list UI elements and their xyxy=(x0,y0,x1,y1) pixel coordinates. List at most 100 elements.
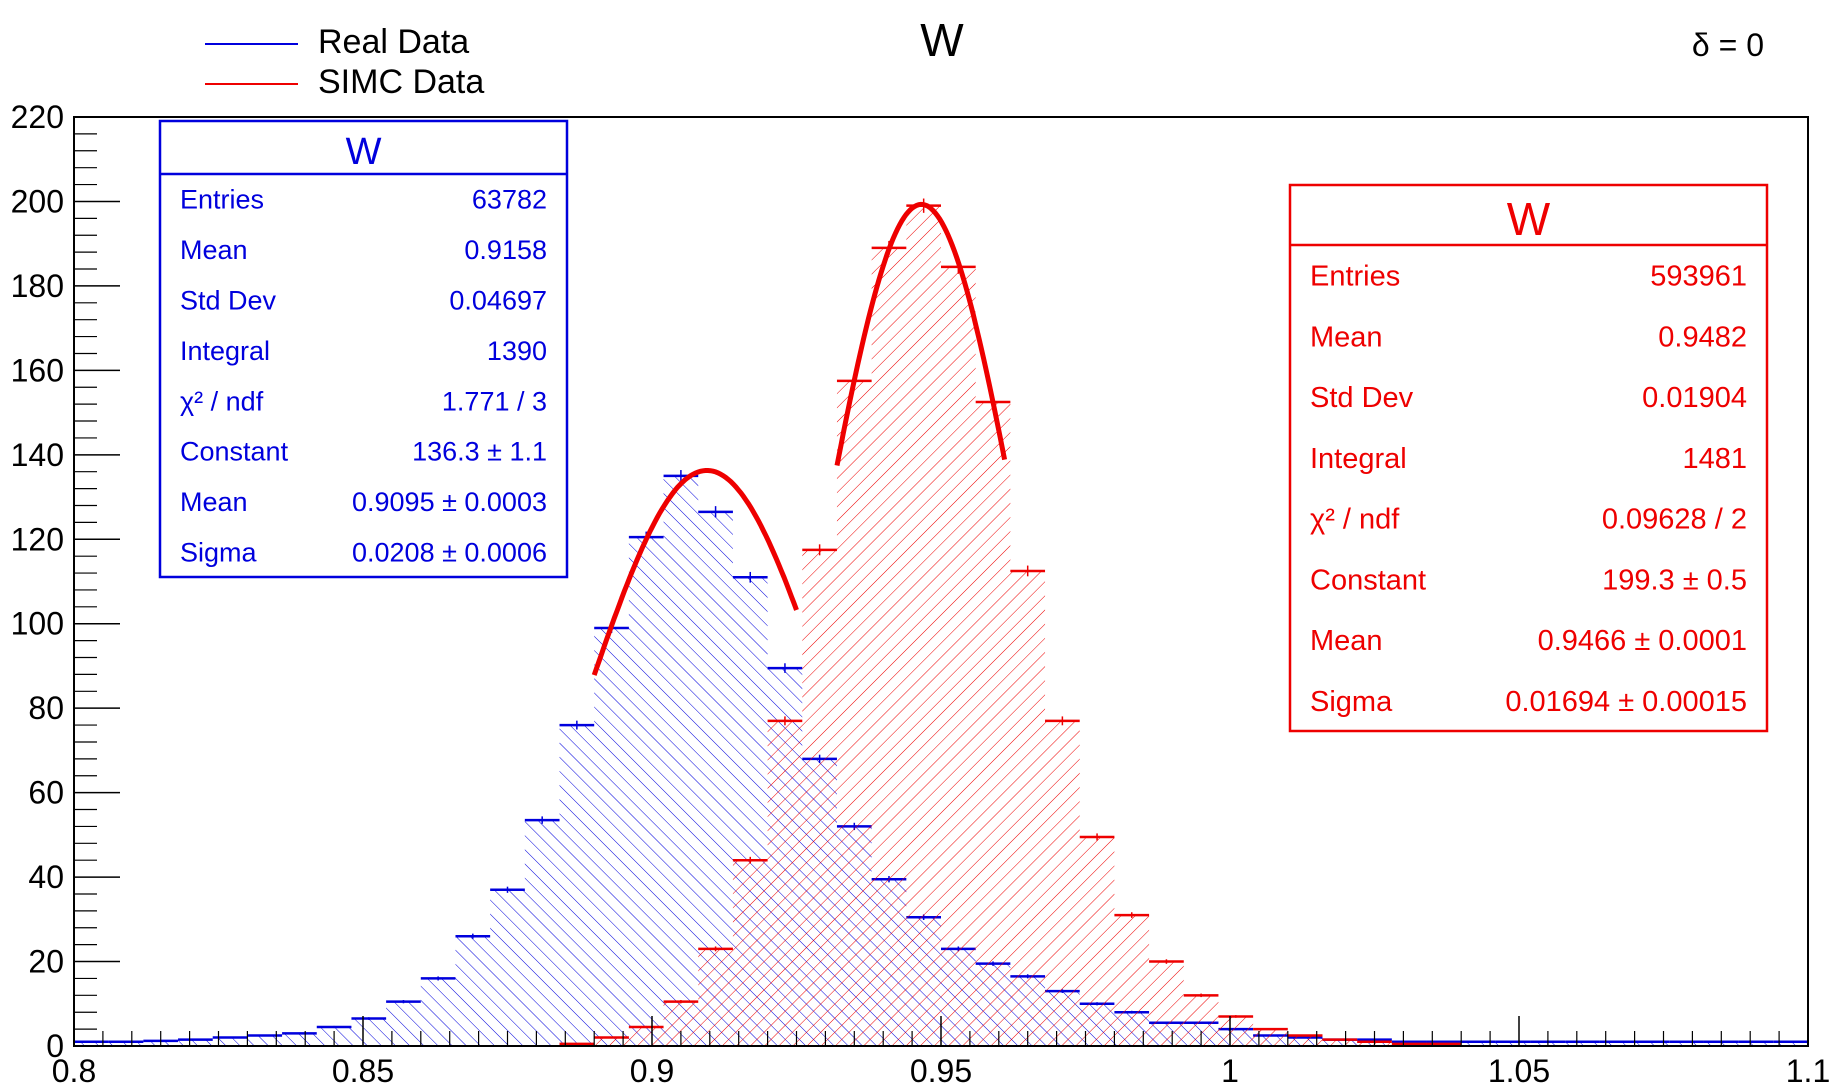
histogram-bin xyxy=(455,933,491,939)
histogram-bin xyxy=(108,1040,144,1044)
stats-label: χ² / ndf xyxy=(1310,504,1400,536)
histogram-bin xyxy=(802,544,837,556)
stats-box-real: W Entries 63782 Mean 0.9158 Std Dev 0.04697 Int… xyxy=(158,119,569,579)
histogram-bin xyxy=(1495,1040,1531,1044)
histogram-bin xyxy=(282,1032,317,1035)
histogram-bin xyxy=(316,1025,352,1029)
axes: 0 20 40 60 80 100 120 140 160 180 200 220 0.8 0.85 0.9… xyxy=(11,99,1831,1089)
stats-value: 63782 xyxy=(472,185,547,215)
stats-value: 0.01904 xyxy=(1642,382,1747,414)
stats-value: 1481 xyxy=(1682,443,1747,475)
y-tick-label: 40 xyxy=(28,859,64,895)
histogram-bin xyxy=(1669,1040,1704,1044)
y-tick-label: 220 xyxy=(11,99,64,135)
histogram-bin xyxy=(1218,1015,1254,1018)
y-tick-label: 20 xyxy=(28,944,64,980)
stats-value: 593961 xyxy=(1650,261,1747,293)
stats-label: Integral xyxy=(1310,443,1407,475)
delta-annotation: δ = 0 xyxy=(1692,27,1764,63)
histogram-bin xyxy=(698,506,733,518)
histogram-bin xyxy=(178,1038,213,1041)
stats-value: 0.09628 / 2 xyxy=(1602,504,1747,536)
stats-label: Entries xyxy=(1310,261,1400,293)
gaussian-fits xyxy=(591,201,1008,676)
histogram-bin xyxy=(524,816,560,824)
legend: Real Data SIMC Data xyxy=(205,23,484,101)
histogram-fill xyxy=(74,205,1808,1046)
stats-value: 0.01694 ± 0.00015 xyxy=(1505,686,1747,718)
histogram-bin xyxy=(698,946,733,952)
histogram-bin xyxy=(767,716,803,726)
stats-label: Integral xyxy=(180,336,270,366)
x-tick-label: 0.85 xyxy=(332,1053,394,1089)
stats-box-title: W xyxy=(1507,193,1551,245)
y-tick-label: 80 xyxy=(28,690,64,726)
x-tick-label: 1 xyxy=(1221,1053,1239,1089)
stats-label: Mean xyxy=(1310,625,1383,657)
stats-value: 199.3 ± 0.5 xyxy=(1602,564,1747,596)
histogram-bin xyxy=(1391,1042,1427,1046)
stats-value: 1.771 / 3 xyxy=(442,386,547,416)
histogram-bin xyxy=(420,976,456,981)
stats-box-frame xyxy=(158,119,569,579)
stats-label: Mean xyxy=(180,235,248,265)
histogram-bin xyxy=(1322,1038,1358,1041)
stats-value: 0.0208 ± 0.0006 xyxy=(352,537,547,567)
fit-curve-simc xyxy=(834,201,1008,466)
legend-label-simc: SIMC Data xyxy=(318,63,484,101)
histogram-bin xyxy=(559,720,595,730)
histogram-bin xyxy=(1391,1040,1427,1044)
y-tick-label: 180 xyxy=(11,268,64,304)
x-tick-label: 0.8 xyxy=(52,1053,96,1089)
stats-label: Constant xyxy=(1310,564,1426,596)
stats-label: Sigma xyxy=(180,537,258,567)
x-tick-label: 0.9 xyxy=(630,1053,674,1089)
y-tick-label: 140 xyxy=(11,437,64,473)
legend-label-real: Real Data xyxy=(318,23,469,61)
histogram-bin xyxy=(1149,959,1184,964)
histogram-bin xyxy=(1114,912,1150,918)
stats-box-frame xyxy=(1288,183,1769,733)
histogram-bin xyxy=(1253,1027,1288,1031)
histogram-bin xyxy=(1738,1040,1774,1044)
histogram-bin xyxy=(351,1017,387,1020)
histogram-bin xyxy=(663,1000,699,1004)
stats-label: Mean xyxy=(180,487,248,517)
histogram-bin xyxy=(1565,1040,1600,1044)
y-tick-label: 160 xyxy=(11,352,64,388)
histogram-bin xyxy=(1045,716,1080,726)
y-tick-label: 120 xyxy=(11,521,64,557)
fit-curve-real xyxy=(591,468,799,676)
y-tick-label: 100 xyxy=(11,606,64,642)
x-tick-label: 1.05 xyxy=(1488,1053,1550,1089)
histogram-bin xyxy=(1010,565,1046,577)
histogram-bin xyxy=(386,1000,421,1004)
stats-label: Mean xyxy=(1310,321,1383,353)
stats-value: 0.9095 ± 0.0003 xyxy=(352,487,547,517)
histogram-bin xyxy=(767,663,803,673)
histogram-bin xyxy=(732,856,768,864)
stats-value: 1390 xyxy=(487,336,547,366)
x-tick-label: 0.95 xyxy=(910,1053,972,1089)
stats-label: Std Dev xyxy=(180,285,277,315)
y-tick-label: 60 xyxy=(28,775,64,811)
histogram-bin xyxy=(732,571,768,583)
stats-value: 0.9482 xyxy=(1658,321,1747,353)
stats-value: 0.9466 ± 0.0001 xyxy=(1538,625,1747,657)
stats-value: 0.9158 xyxy=(464,235,547,265)
stats-label: Sigma xyxy=(1310,686,1393,718)
stats-box-simc: W Entries 593961 Mean 0.9482 Std Dev 0.01904 In… xyxy=(1288,183,1769,733)
histogram-bin xyxy=(490,886,525,893)
y-tick-label: 0 xyxy=(46,1028,64,1064)
chart-title: W xyxy=(920,14,964,66)
x-tick-label: 1.1 xyxy=(1786,1053,1830,1089)
histogram-bin xyxy=(628,1025,664,1029)
stats-box-title: W xyxy=(346,131,382,173)
stats-label: Constant xyxy=(180,437,289,467)
stats-value: 0.04697 xyxy=(449,285,547,315)
stats-label: Entries xyxy=(180,185,264,215)
y-tick-label: 200 xyxy=(11,183,64,219)
histogram-fill xyxy=(74,475,1808,1046)
stats-label: Std Dev xyxy=(1310,382,1414,414)
